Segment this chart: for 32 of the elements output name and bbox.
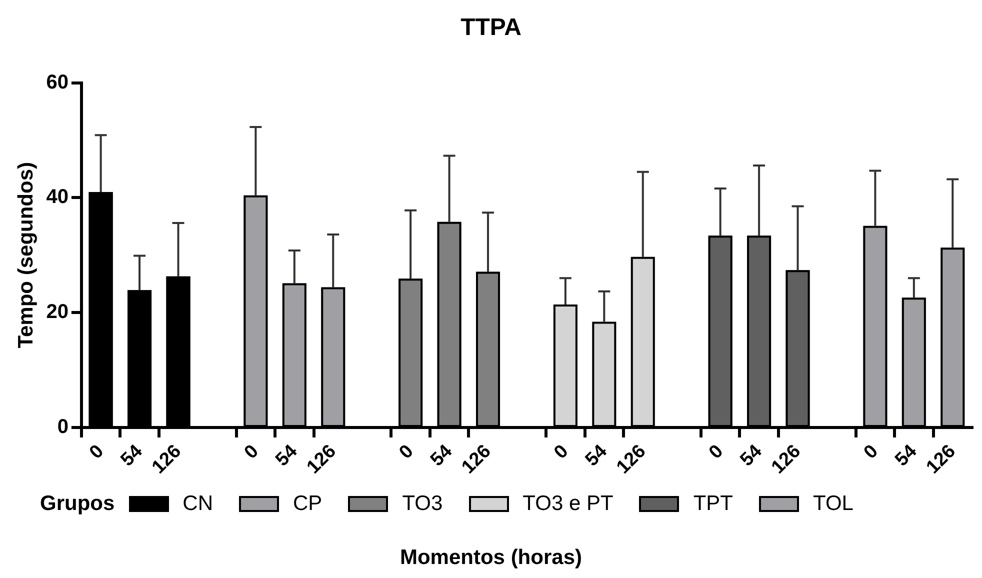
x-tick-label: 54 [891, 440, 922, 471]
x-tick-label: 54 [116, 440, 148, 471]
y-axis-title: Tempo (segundos) [14, 162, 38, 348]
x-tick-label: 126 [922, 440, 960, 478]
x-tick-label: 54 [582, 440, 612, 471]
x-tick-label: 126 [148, 440, 186, 478]
legend-label: TO3 e PT [522, 492, 614, 516]
y-tick-label: 20 [46, 301, 68, 324]
legend-label: TOL [813, 492, 854, 516]
legend-label: CP [293, 492, 322, 516]
x-tick-label: 126 [303, 440, 340, 478]
x-tick-label: 126 [458, 440, 496, 478]
y-tick-label: 40 [46, 186, 68, 208]
legend-label: TO3 [402, 492, 443, 516]
x-tick-label: 54 [426, 440, 457, 471]
x-tick-label: 0 [240, 440, 263, 464]
chart-title: TTPA [460, 14, 522, 42]
y-tick-label: 0 [57, 416, 68, 438]
x-tick-label: 54 [272, 440, 302, 471]
x-tick-label: 0 [86, 440, 108, 464]
legend-label: TPT [693, 492, 733, 516]
x-tick-label: 126 [768, 440, 805, 478]
x-tick-label: 126 [612, 440, 650, 478]
x-tick-label: 0 [550, 440, 573, 464]
y-tick-label: 60 [46, 71, 68, 94]
x-axis-title: Momentos (horas) [398, 546, 583, 570]
x-tick-label: 0 [860, 440, 882, 464]
legend-label: CN [182, 492, 214, 516]
x-tick-label: 0 [395, 440, 418, 464]
legend-title: Grupos [40, 492, 115, 516]
x-tick-label: 54 [736, 440, 767, 471]
x-tick-label: 0 [705, 440, 728, 464]
